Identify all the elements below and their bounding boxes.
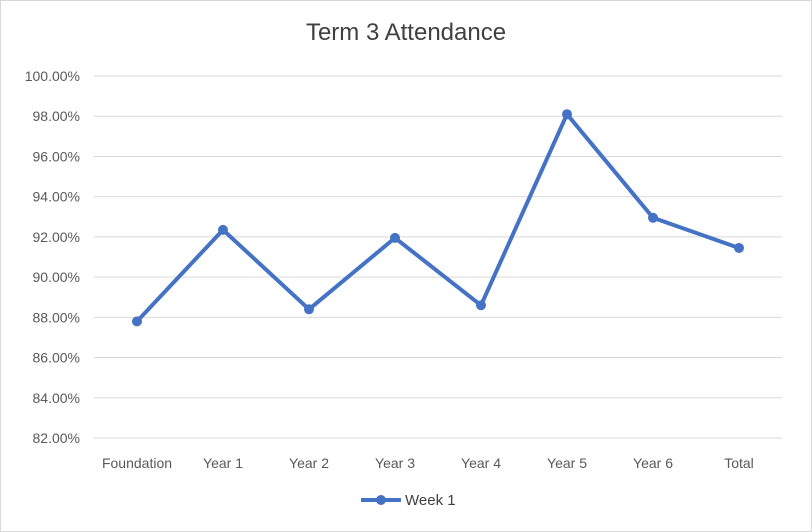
data-point — [390, 232, 400, 243]
x-tick-label: Total — [724, 455, 754, 471]
y-tick-label: 88.00% — [33, 309, 80, 325]
data-point — [734, 242, 744, 253]
gridlines — [94, 75, 782, 439]
y-tick-label: 92.00% — [33, 229, 80, 245]
legend: Week 1 — [361, 492, 456, 509]
x-tick-label: Year 2 — [289, 455, 329, 471]
y-tick-label: 86.00% — [33, 350, 80, 366]
legend-label: Week 1 — [405, 492, 456, 509]
y-tick-label: 90.00% — [33, 269, 80, 285]
x-tick-label: Foundation — [102, 455, 172, 471]
legend-marker — [376, 495, 386, 505]
data-point — [218, 224, 228, 235]
data-point — [476, 300, 486, 311]
y-tick-label: 84.00% — [33, 390, 80, 406]
x-tick-label: Year 1 — [203, 455, 243, 471]
x-axis-tick-labels: Foundation Year 1 Year 2 Year 3 Year 4 Year 5… — [102, 455, 754, 471]
y-tick-label: 96.00% — [33, 148, 80, 164]
series-layer — [132, 109, 744, 327]
data-point — [132, 316, 142, 327]
y-tick-label: 100.00% — [25, 68, 80, 84]
x-tick-label: Year 4 — [461, 455, 501, 471]
data-point — [562, 109, 572, 120]
chart-title: Term 3 Attendance — [305, 19, 507, 46]
x-tick-label: Year 3 — [375, 455, 415, 471]
data-point — [648, 212, 658, 223]
series-line — [135, 112, 741, 324]
y-axis-tick-labels: 82.00% 84.00% 86.00% 88.00% 90.00% 92.00% 94.0… — [25, 68, 80, 446]
y-tick-label: 94.00% — [33, 189, 80, 205]
y-tick-label: 98.00% — [33, 108, 80, 124]
x-tick-label: Year 5 — [547, 455, 587, 471]
data-point — [304, 304, 314, 315]
y-tick-label: 82.00% — [33, 430, 80, 446]
x-tick-label: Year 6 — [633, 455, 673, 471]
